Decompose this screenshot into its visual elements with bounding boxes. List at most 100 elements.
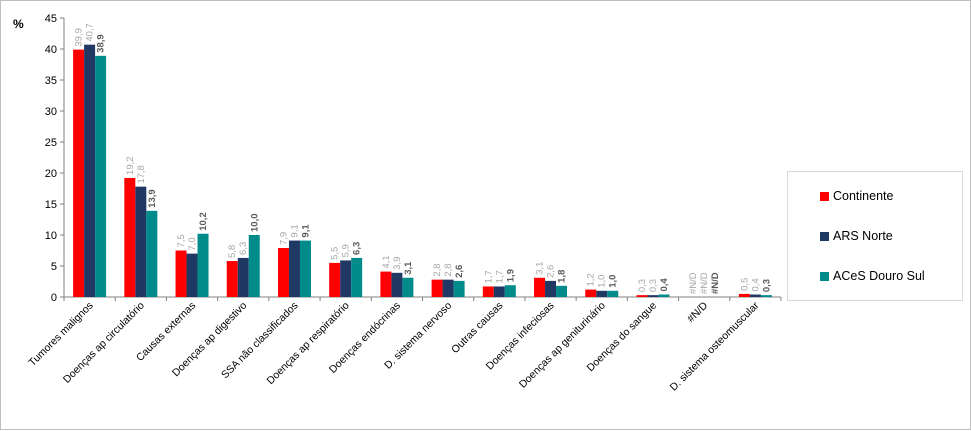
data-label: 0,3 bbox=[648, 279, 659, 292]
data-label: 3,9 bbox=[392, 257, 403, 270]
legend-label: ACeS Douro Sul bbox=[833, 269, 925, 283]
data-label: 1,0 bbox=[597, 275, 608, 288]
bar-continente bbox=[226, 261, 238, 297]
legend-item-ars-norte: ARS Norte bbox=[820, 228, 893, 244]
data-label: 10,0 bbox=[249, 214, 260, 233]
data-label: #N/D bbox=[688, 272, 699, 294]
data-label: 38,9 bbox=[96, 34, 107, 53]
y-tick-label: 10 bbox=[45, 230, 57, 242]
bar-ars-norte bbox=[596, 290, 608, 297]
data-label: #N/D bbox=[710, 272, 721, 294]
category-label: #N/D bbox=[685, 299, 711, 325]
bar-ars-norte bbox=[186, 253, 198, 297]
bar-continente bbox=[482, 286, 494, 297]
bar-ars-norte bbox=[442, 279, 454, 297]
data-label: 1,7 bbox=[494, 270, 505, 283]
legend-swatch-ars-norte bbox=[820, 231, 829, 241]
data-label: 4,1 bbox=[381, 255, 392, 268]
bar-aces-douro-sul bbox=[402, 277, 414, 297]
data-label: 7,5 bbox=[176, 234, 187, 247]
bar-ars-norte bbox=[288, 240, 300, 297]
bar-ars-norte bbox=[391, 272, 403, 297]
bar-ars-norte bbox=[135, 186, 147, 297]
data-label: 13,9 bbox=[147, 189, 158, 208]
y-tick-label: 20 bbox=[45, 168, 57, 180]
data-label: 1,0 bbox=[608, 275, 619, 288]
legend-label: Continente bbox=[833, 189, 894, 203]
bar-aces-douro-sul bbox=[299, 240, 311, 297]
data-label: 3,1 bbox=[535, 262, 546, 275]
y-tick-label: 35 bbox=[45, 75, 57, 87]
bar-ars-norte bbox=[749, 294, 761, 297]
data-label: 40,7 bbox=[85, 23, 96, 42]
data-label: 9,1 bbox=[300, 224, 311, 238]
y-tick-label: 15 bbox=[45, 199, 57, 211]
data-label: 3,1 bbox=[403, 261, 414, 275]
y-tick-label: 25 bbox=[45, 137, 57, 149]
data-label: 19,2 bbox=[125, 156, 136, 175]
bar-aces-douro-sul bbox=[556, 285, 568, 297]
bar-continente bbox=[534, 277, 546, 297]
y-tick-label: 30 bbox=[45, 106, 57, 118]
bar-ars-norte bbox=[340, 260, 352, 297]
data-label: 6,3 bbox=[352, 242, 363, 255]
bar-continente bbox=[73, 49, 85, 298]
data-label: #N/D bbox=[699, 272, 710, 294]
data-label: 0,3 bbox=[637, 279, 648, 292]
y-tick-label: 5 bbox=[51, 261, 57, 273]
bar-aces-douro-sul bbox=[351, 257, 363, 297]
data-label: 1,2 bbox=[586, 273, 597, 286]
legend-item-aces-douro-sul: ACeS Douro Sul bbox=[820, 268, 925, 284]
bar-continente bbox=[124, 177, 136, 297]
y-axis-label: % bbox=[13, 17, 24, 31]
bar-continente bbox=[277, 248, 289, 297]
y-tick-label: 40 bbox=[45, 44, 57, 56]
legend-item-continente: Continente bbox=[820, 188, 893, 204]
data-label: 17,8 bbox=[136, 165, 147, 184]
bar-continente bbox=[175, 250, 187, 297]
bar-ars-norte bbox=[84, 44, 96, 297]
data-label: 9,1 bbox=[289, 224, 300, 237]
bar-aces-douro-sul bbox=[504, 285, 516, 297]
data-label: 0,5 bbox=[739, 278, 750, 291]
data-label: 6,3 bbox=[238, 242, 249, 255]
data-label: 0,4 bbox=[750, 278, 761, 291]
data-label: 2,8 bbox=[432, 263, 443, 276]
bar-aces-douro-sul bbox=[453, 280, 465, 297]
category-label: D. sistema osteomuscular bbox=[668, 299, 762, 393]
bar-aces-douro-sul bbox=[197, 233, 209, 297]
bar-continente bbox=[329, 262, 341, 297]
bar-aces-douro-sul bbox=[658, 294, 670, 297]
data-label: 7,9 bbox=[278, 232, 289, 245]
legend-label: ARS Norte bbox=[833, 229, 893, 243]
data-label: 7,0 bbox=[187, 237, 198, 250]
bar-aces-douro-sul bbox=[146, 210, 158, 297]
category-label: Doenças ap respiratório bbox=[264, 300, 351, 387]
data-label: 0,4 bbox=[659, 278, 670, 292]
category-label: Doenças ap geniturinário bbox=[517, 300, 608, 391]
data-label: 5,9 bbox=[341, 244, 352, 257]
data-label: 10,2 bbox=[198, 212, 209, 231]
bar-aces-douro-sul bbox=[760, 295, 772, 297]
legend: Continente ARS Norte ACeS Douro Sul bbox=[787, 171, 963, 301]
y-tick-label: 0 bbox=[51, 292, 57, 304]
bar-ars-norte bbox=[545, 280, 557, 297]
data-label: 1,7 bbox=[483, 270, 494, 283]
bar-ars-norte bbox=[493, 286, 505, 297]
bar-ars-norte bbox=[647, 295, 659, 297]
data-label: 0,3 bbox=[761, 279, 772, 292]
bar-continente bbox=[738, 293, 750, 297]
data-label: 1,9 bbox=[505, 269, 516, 282]
bar-aces-douro-sul bbox=[95, 55, 107, 297]
bar-aces-douro-sul bbox=[607, 290, 619, 297]
bar-continente bbox=[380, 271, 392, 297]
bar-continente bbox=[585, 289, 597, 297]
bar-aces-douro-sul bbox=[248, 235, 260, 297]
y-tick-label: 45 bbox=[45, 13, 57, 25]
data-label: 2,6 bbox=[546, 265, 557, 278]
bar-ars-norte bbox=[237, 257, 249, 297]
legend-swatch-continente bbox=[820, 191, 829, 201]
data-label: 5,5 bbox=[330, 247, 341, 260]
